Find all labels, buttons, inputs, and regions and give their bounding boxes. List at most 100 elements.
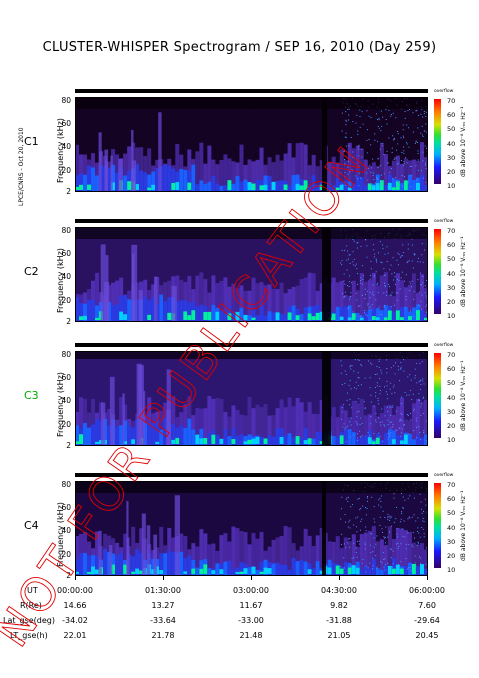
- spectrogram-cell: [319, 400, 325, 446]
- harmonic-dot: [350, 388, 352, 390]
- spectrogram-cell: [371, 272, 377, 322]
- harmonic-dot: [424, 145, 426, 147]
- harmonic-dot: [425, 504, 427, 506]
- spectrogram-cell: [387, 182, 393, 190]
- harmonic-dot: [415, 141, 417, 143]
- harmonic-dot: [400, 255, 402, 257]
- harmonic-dot: [345, 498, 347, 500]
- spectrogram-cell: [247, 396, 252, 446]
- harmonic-dot: [380, 313, 382, 315]
- colorbar: [434, 99, 441, 184]
- harmonic-dot: [425, 116, 427, 118]
- spectrogram-cell: [135, 568, 140, 574]
- harmonic-dot: [412, 315, 414, 317]
- harmonic-dot: [361, 148, 363, 150]
- spectrogram-cell: [103, 351, 108, 446]
- harmonic-dot: [412, 131, 414, 133]
- spectrogram-cell: [287, 527, 293, 576]
- harmonic-dot: [366, 172, 368, 174]
- spectrogram-cell: [199, 438, 204, 444]
- harmonic-dot: [385, 542, 387, 544]
- spectrogram-cell: [367, 97, 373, 192]
- harmonic-dot: [378, 358, 380, 360]
- spectrogram-cell: [291, 97, 297, 192]
- harmonic-dot: [421, 125, 423, 127]
- harmonic-dot: [349, 296, 351, 298]
- harmonic-dot: [398, 182, 400, 184]
- harmonic-dot: [379, 524, 381, 526]
- harmonic-dot: [369, 184, 371, 186]
- harmonic-dot: [411, 564, 413, 566]
- spectrogram-cell: [339, 548, 345, 576]
- spectrogram-cell: [215, 563, 220, 576]
- spectrogram-cell: [355, 312, 361, 322]
- spectrogram-cell: [411, 439, 417, 446]
- spectrogram-cell: [343, 481, 349, 576]
- harmonic-dot: [403, 137, 405, 139]
- harmonic-dot: [403, 520, 405, 522]
- spectrogram-cell: [251, 481, 257, 576]
- harmonic-dot: [423, 110, 425, 112]
- spectrogram-streak: [143, 390, 146, 446]
- spectrogram-cell: [295, 227, 301, 322]
- harmonic-dot: [340, 518, 342, 520]
- harmonic-dot: [425, 311, 427, 313]
- spectrogram-cell: [387, 310, 393, 320]
- spectrogram-cell: [107, 301, 112, 322]
- spectrogram-cell: [255, 97, 261, 192]
- spectrogram-cell: [391, 351, 397, 446]
- harmonic-dot: [383, 154, 385, 156]
- harmonic-dot: [370, 117, 372, 119]
- spectrogram-cell: [151, 297, 156, 322]
- spectrogram-cell: [83, 174, 88, 192]
- spectrogram-cell: [119, 227, 124, 322]
- spectrogram-cell: [223, 277, 228, 322]
- spectrogram-cell: [127, 146, 132, 192]
- spectrogram-cell: [79, 397, 84, 446]
- harmonic-dot: [343, 249, 345, 251]
- panel-frame: [75, 351, 428, 446]
- spectrogram-cell: [271, 227, 277, 322]
- harmonic-dot: [345, 441, 347, 443]
- harmonic-dot: [401, 528, 403, 530]
- harmonic-dot: [377, 126, 379, 128]
- harmonic-dot: [371, 440, 373, 442]
- spectrogram-cell: [355, 546, 361, 576]
- harmonic-dot: [421, 284, 423, 286]
- spectrogram-panel-c2: [75, 227, 428, 322]
- spectrogram-streak: [153, 534, 158, 576]
- harmonic-dot: [348, 384, 350, 386]
- spectrogram-cell: [243, 415, 248, 446]
- ephem-label-lt: LT_gse(h): [10, 631, 48, 640]
- spectrogram-cell: [95, 555, 100, 576]
- harmonic-dot: [401, 512, 403, 514]
- spectrogram-cell: [275, 312, 281, 320]
- spectrogram-cell: [219, 569, 224, 574]
- spectrogram-cell: [291, 287, 297, 322]
- panel-top-bar: [75, 219, 428, 223]
- harmonic-dot: [406, 414, 408, 416]
- spectrogram-cell: [219, 438, 224, 444]
- harmonic-dot: [421, 134, 423, 136]
- harmonic-dot: [369, 362, 371, 364]
- harmonic-dot: [370, 306, 372, 308]
- spectrogram-cell: [191, 559, 196, 576]
- spectrogram-cell: [223, 411, 228, 446]
- panel-top-bar: [75, 343, 428, 347]
- y-tick-label: 80: [61, 479, 71, 489]
- harmonic-dot: [344, 428, 346, 430]
- spectrogram-cell: [283, 564, 289, 576]
- harmonic-dot: [423, 536, 425, 538]
- spectrogram-cell: [123, 351, 128, 446]
- harmonic-dot: [415, 520, 417, 522]
- harmonic-dot: [381, 180, 383, 182]
- spectrogram-cell: [411, 159, 417, 192]
- spectrogram-cell: [331, 541, 337, 576]
- harmonic-dot: [373, 546, 375, 548]
- harmonic-dot: [364, 309, 366, 311]
- harmonic-dot: [366, 256, 368, 258]
- harmonic-dot: [409, 495, 411, 497]
- harmonic-dot: [340, 360, 342, 362]
- harmonic-dot: [377, 400, 379, 402]
- spectrogram-cell: [251, 532, 257, 576]
